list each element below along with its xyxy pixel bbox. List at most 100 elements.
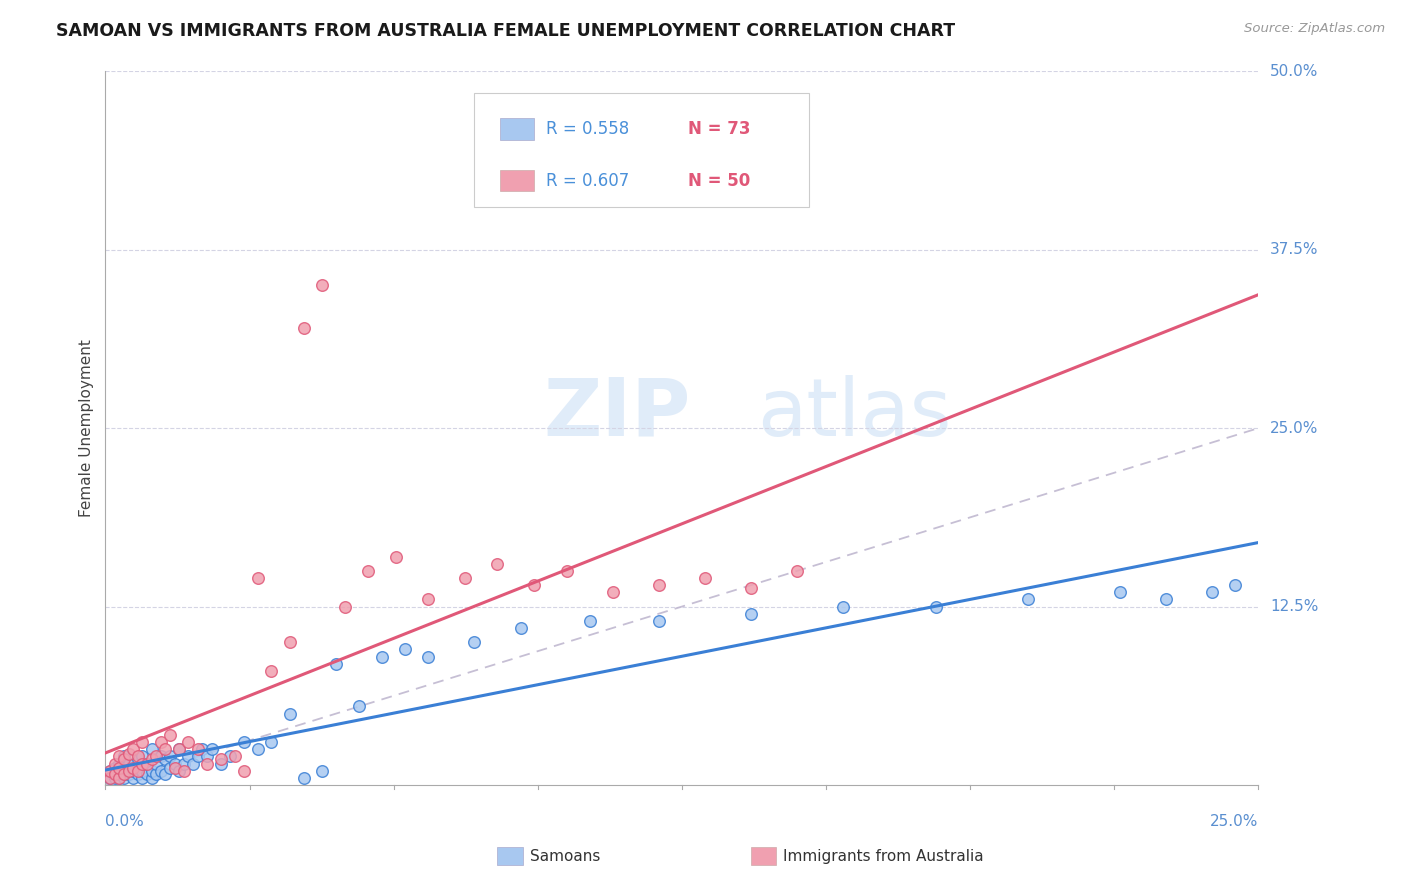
Point (187, 742, 209, 756)
Point (127, 766, 149, 780)
Point (98, 764, 121, 778)
Point (104, 761, 127, 775)
Point (117, 764, 139, 778)
Point (486, 557, 509, 571)
Point (117, 756, 139, 771)
Point (136, 756, 159, 771)
Text: R = 0.558: R = 0.558 (546, 120, 628, 138)
Point (131, 771, 153, 785)
Text: 50.0%: 50.0% (1270, 64, 1319, 78)
Point (163, 756, 186, 771)
Point (145, 749, 167, 764)
Point (149, 735, 172, 749)
Point (260, 664, 283, 678)
Point (177, 735, 200, 749)
Point (108, 771, 131, 785)
Point (136, 766, 159, 780)
Point (602, 585, 624, 599)
Point (112, 752, 135, 766)
Text: Immigrants from Australia: Immigrants from Australia (783, 849, 984, 863)
Point (127, 752, 149, 766)
Point (173, 756, 195, 771)
Bar (751, 847, 776, 865)
Point (112, 766, 135, 780)
Point (260, 735, 283, 749)
Point (173, 764, 195, 778)
Point (200, 742, 222, 756)
Point (141, 742, 163, 756)
Point (418, 592, 440, 607)
Point (1109, 585, 1132, 599)
Text: ZIP: ZIP (544, 375, 690, 453)
Text: 25.0%: 25.0% (1270, 421, 1319, 435)
Point (325, 657, 347, 671)
Point (693, 571, 716, 585)
Text: Source: ZipAtlas.com: Source: ZipAtlas.com (1244, 22, 1385, 36)
Point (509, 621, 531, 635)
Point (454, 571, 477, 585)
Point (232, 764, 254, 778)
Point (112, 761, 135, 775)
Point (155, 742, 177, 756)
Point (159, 728, 181, 742)
Point (177, 749, 200, 764)
Point (112, 766, 135, 780)
Point (104, 756, 127, 771)
Point (98, 771, 121, 785)
Point (311, 764, 333, 778)
Point (141, 771, 163, 785)
Point (104, 771, 127, 785)
Point (209, 752, 232, 766)
Point (131, 764, 153, 778)
Point (278, 635, 301, 649)
Point (1201, 585, 1223, 599)
Point (112, 749, 135, 764)
Point (1225, 578, 1247, 592)
Point (167, 742, 190, 756)
Text: 37.5%: 37.5% (1270, 243, 1319, 257)
Point (145, 766, 167, 780)
Point (131, 756, 153, 771)
Point (292, 771, 315, 785)
Text: 25.0%: 25.0% (1211, 814, 1258, 829)
Point (832, 599, 855, 614)
Point (149, 764, 172, 778)
FancyBboxPatch shape (474, 93, 808, 207)
Point (187, 749, 209, 764)
Point (122, 771, 145, 785)
Point (117, 747, 139, 761)
Bar (499, 169, 534, 191)
Point (117, 766, 139, 780)
Point (740, 581, 762, 595)
Point (292, 321, 315, 335)
Point (122, 761, 145, 775)
Point (195, 756, 218, 771)
Point (149, 749, 172, 764)
Point (181, 756, 204, 771)
Point (127, 749, 149, 764)
Point (1154, 592, 1177, 607)
Point (463, 635, 485, 649)
Point (648, 578, 671, 592)
Text: atlas: atlas (756, 375, 952, 453)
Bar (499, 119, 534, 140)
Point (108, 766, 131, 780)
Text: N = 73: N = 73 (688, 120, 751, 138)
Point (98, 771, 121, 785)
Point (278, 706, 301, 721)
Point (108, 756, 131, 771)
Text: N = 50: N = 50 (688, 171, 749, 189)
Y-axis label: Female Unemployment: Female Unemployment (79, 339, 94, 517)
Point (394, 642, 416, 657)
Point (219, 749, 242, 764)
Point (311, 278, 333, 293)
Point (371, 649, 394, 664)
Point (159, 761, 181, 775)
Point (1017, 592, 1039, 607)
Point (209, 756, 232, 771)
Point (924, 599, 946, 614)
Point (108, 761, 131, 775)
Point (246, 742, 269, 756)
Point (385, 549, 408, 564)
Point (131, 735, 153, 749)
